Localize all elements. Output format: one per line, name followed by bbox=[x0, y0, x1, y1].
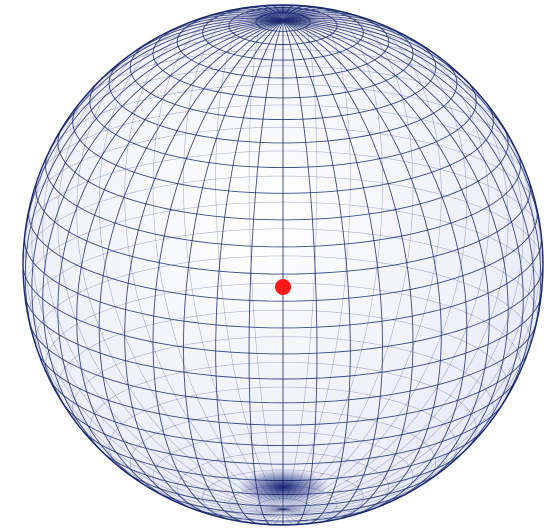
meridian-line bbox=[124, 20, 284, 516]
parallel-line bbox=[22, 269, 284, 355]
meridian-line bbox=[282, 9, 414, 510]
parallel-line bbox=[282, 38, 437, 121]
parallel-line bbox=[282, 349, 530, 426]
meridian-line bbox=[282, 20, 351, 525]
parallel-line bbox=[48, 84, 516, 154]
parallel-line bbox=[28, 228, 538, 325]
parallel-line bbox=[28, 126, 537, 210]
parallel-line bbox=[45, 152, 284, 248]
parallel-line bbox=[154, 490, 283, 516]
meridian-line bbox=[282, 5, 318, 510]
parallel-line bbox=[22, 175, 543, 270]
meridian-line bbox=[282, 20, 535, 421]
meridian-line bbox=[282, 20, 442, 516]
parallel-line bbox=[152, 431, 414, 507]
parallel-line bbox=[282, 11, 390, 79]
parallel-line bbox=[282, 23, 414, 99]
parallel-line bbox=[282, 290, 543, 380]
meridian-line bbox=[282, 20, 468, 511]
parallel-line bbox=[282, 148, 521, 248]
parallel-line bbox=[72, 102, 284, 194]
meridian-line bbox=[57, 20, 284, 486]
parallel-line bbox=[50, 381, 284, 447]
meridian-line bbox=[282, 19, 526, 171]
parallel-line bbox=[82, 430, 283, 481]
meridian-line bbox=[282, 20, 383, 523]
center-point bbox=[275, 279, 291, 295]
parallel-line bbox=[283, 488, 416, 516]
meridian-line bbox=[31, 102, 284, 510]
parallel-line bbox=[29, 324, 284, 404]
parallel-line bbox=[35, 180, 284, 275]
meridian-line bbox=[282, 20, 509, 486]
parallel-line bbox=[89, 80, 284, 169]
parallel-line bbox=[28, 209, 284, 302]
parallel-line bbox=[89, 362, 477, 453]
meridian-line bbox=[282, 20, 490, 502]
parallel-line bbox=[24, 150, 542, 240]
parallel-line bbox=[24, 295, 284, 380]
meridian-line bbox=[282, 12, 442, 510]
meridian-line bbox=[215, 20, 284, 525]
meridian-line bbox=[22, 20, 284, 257]
meridian-line bbox=[76, 26, 284, 510]
parallel-line bbox=[23, 239, 284, 329]
parallel-line bbox=[283, 426, 487, 481]
meridian-line bbox=[282, 20, 524, 465]
parallel-line bbox=[282, 402, 504, 465]
parallel-line bbox=[65, 406, 284, 465]
parallel-line bbox=[283, 58, 458, 144]
meridian-line bbox=[152, 9, 284, 510]
parallel-line bbox=[57, 126, 284, 221]
parallel-line bbox=[38, 353, 284, 426]
parallel-line bbox=[36, 104, 528, 181]
parallel-line bbox=[57, 309, 509, 408]
parallel-line bbox=[282, 320, 538, 404]
meridian-line bbox=[98, 20, 284, 511]
parallel-line bbox=[282, 260, 544, 355]
meridian-line bbox=[76, 20, 284, 502]
parallel-line bbox=[282, 77, 477, 169]
parallel-line bbox=[176, 451, 390, 519]
parallel-line bbox=[79, 49, 484, 103]
meridian-line bbox=[282, 17, 468, 510]
meridian-line bbox=[248, 5, 284, 510]
meridian-line bbox=[57, 40, 284, 510]
sphere-front-grid bbox=[22, 4, 544, 526]
meridian-line bbox=[183, 20, 284, 523]
south-pole-cluster bbox=[238, 469, 328, 505]
parallel-line bbox=[152, 24, 284, 99]
meridian-line bbox=[282, 26, 490, 510]
parallel-line bbox=[282, 234, 543, 329]
parallel-line bbox=[24, 201, 542, 296]
meridian-line bbox=[282, 17, 444, 62]
parallel-line bbox=[176, 12, 284, 79]
meridian-line bbox=[282, 40, 509, 510]
meridian-line bbox=[282, 20, 544, 266]
meridian-line bbox=[40, 19, 284, 171]
parallel-line bbox=[282, 122, 509, 221]
sphere-outline bbox=[22, 4, 544, 526]
meridian-line bbox=[98, 17, 284, 510]
parallel-line bbox=[282, 176, 531, 275]
meridian-line bbox=[31, 20, 284, 421]
north-pole-cluster bbox=[243, 3, 323, 21]
meridian-line bbox=[124, 12, 284, 510]
parallel-line bbox=[282, 98, 494, 194]
parallel-line bbox=[282, 376, 518, 447]
parallel-line bbox=[108, 386, 458, 472]
parallel-line bbox=[282, 467, 446, 507]
parallel-line bbox=[72, 336, 494, 431]
meridian-line bbox=[42, 20, 284, 465]
parallel-line bbox=[282, 204, 538, 302]
parallel-line bbox=[62, 65, 501, 127]
meridian-line bbox=[122, 17, 284, 62]
meridian-line bbox=[282, 102, 535, 510]
parallel-line bbox=[123, 470, 284, 507]
parallel-line bbox=[129, 40, 284, 121]
parallel-line bbox=[35, 255, 531, 354]
parallel-line bbox=[108, 61, 283, 144]
